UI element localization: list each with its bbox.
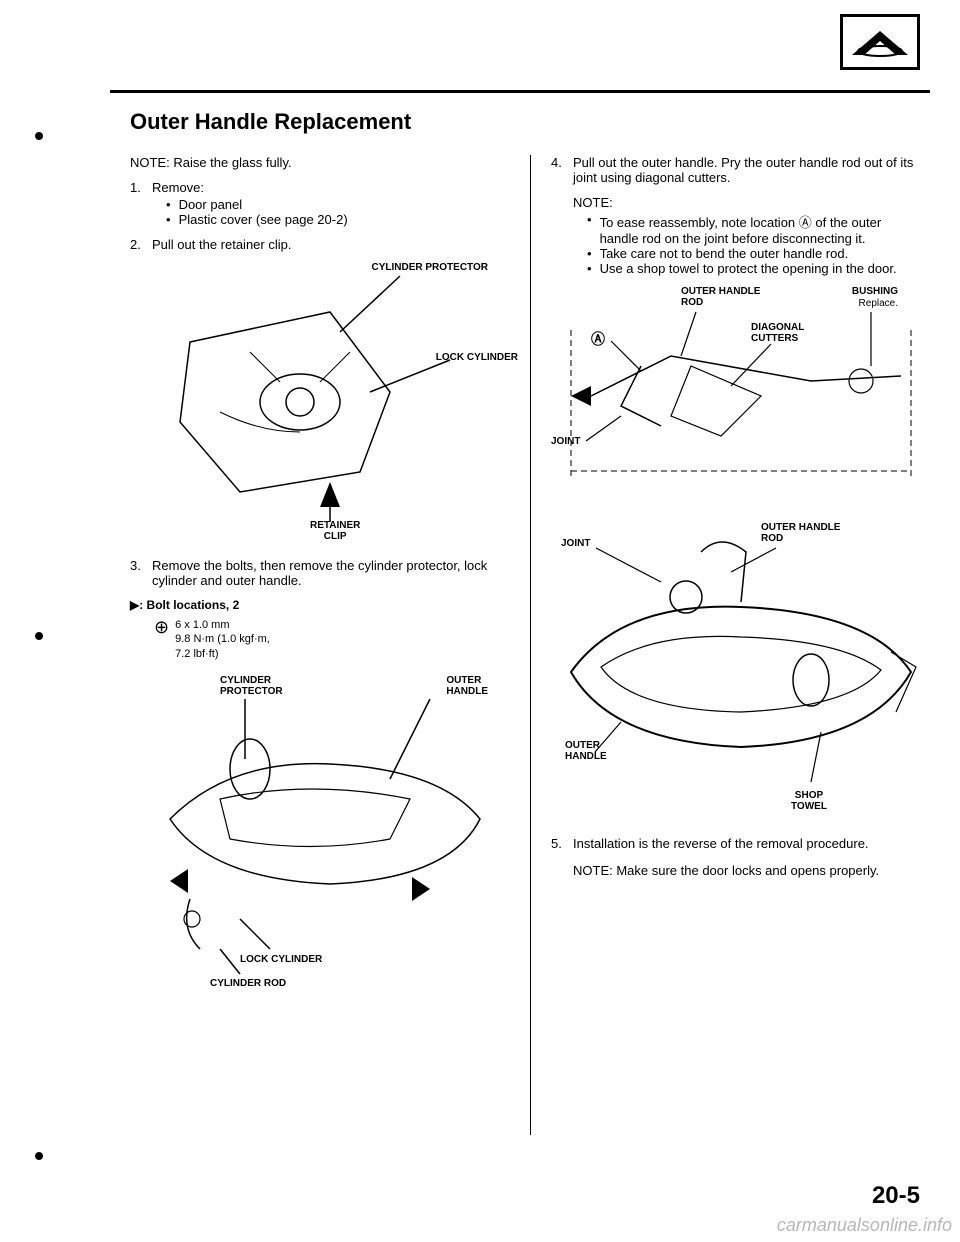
step-1-text: Remove: [152,180,204,195]
figure-1: CYLINDER PROTECTOR LOCK CYLINDER RETAINE… [130,262,518,542]
step-3: 3. Remove the bolts, then remove the cyl… [130,558,518,588]
header-rule [110,90,930,93]
step-5: 5. Installation is the reverse of the re… [551,836,918,878]
step-4-text: Pull out the outer handle. Pry the outer… [573,155,918,185]
fig3-marker-a: Ⓐ [591,332,605,347]
bolt-torque: 9.8 N·m (1.0 kgf·m, [175,632,270,646]
fig1-label-lockcyl: LOCK CYLINDER [436,352,518,363]
step-3-num: 3. [130,558,152,588]
page-title: Outer Handle Replacement [130,109,930,135]
step-4-bullet-2: Use a shop towel to protect the opening … [587,261,918,276]
fig4-label-joint: JOINT [561,538,590,549]
watermark: carmanualsonline.info [777,1215,952,1236]
fig4-label-handlerod: OUTER HANDLE ROD [761,522,840,544]
step-5-num: 5. [551,836,573,878]
binding-mark-top: • [24,120,54,152]
step-5-note: NOTE: Make sure the door locks and opens… [573,863,918,878]
fig4-label-shoptowel: SHOP TOWEL [791,790,827,812]
fig3-label-replace: Replace. [859,298,898,309]
fig3-label-joint: JOINT [551,436,580,447]
fig3-label-handlerod: OUTER HANDLE ROD [681,286,760,308]
fig2-label-cylprot: CYLINDER PROTECTOR [220,675,283,697]
right-column: 4. Pull out the outer handle. Pry the ou… [530,155,930,1135]
figure-2: CYLINDER PROTECTOR OUTER HANDLE LOCK CYL… [130,669,518,989]
binding-mark-mid: • [24,620,54,652]
fig2-label-outerhandle: OUTER HANDLE [446,675,488,697]
step-1: 1. Remove: Door panel Plastic cover (see… [130,180,518,227]
fig2-label-cylrod: CYLINDER ROD [210,978,286,989]
step-3-text: Remove the bolts, then remove the cylind… [152,558,518,588]
fig4-label-outerhandle: OUTER HANDLE [565,740,607,762]
step-4-note-label: NOTE: [573,195,918,210]
step-4: 4. Pull out the outer handle. Pry the ou… [551,155,918,276]
left-column: NOTE: Raise the glass fully. 1. Remove: … [130,155,530,1135]
step-4-num: 4. [551,155,573,276]
step-4-bullet-0: To ease reassembly, note location Ⓐ of t… [587,212,918,246]
fig1-svg [130,262,490,542]
fig3-svg [551,286,931,496]
fig3-label-bushing: BUSHING [852,286,898,297]
fig4-svg [551,512,931,812]
fig3-label-cutters: DIAGONAL CUTTERS [751,322,804,344]
bolt-spec: ⊕ 6 x 1.0 mm 9.8 N·m (1.0 kgf·m, 7.2 lbf… [154,618,518,661]
top-note: NOTE: Raise the glass fully. [130,155,518,170]
brand-logo [840,14,920,70]
bolt-locations-note: ▶: Bolt locations, 2 [130,598,518,612]
page-number: 20-5 [872,1182,920,1210]
step-1-num: 1. [130,180,152,227]
step-1-bullet-0: Door panel [166,197,518,212]
step-2-num: 2. [130,237,152,252]
step-2: 2. Pull out the retainer clip. [130,237,518,252]
figure-4: JOINT OUTER HANDLE ROD OUTER HANDLE SHOP… [551,512,918,812]
step-1-bullet-1: Plastic cover (see page 20-2) [166,212,518,227]
binding-mark-bot: • [24,1140,54,1172]
step-2-text: Pull out the retainer clip. [152,237,518,252]
bolt-torque2: 7.2 lbf·ft) [175,647,270,661]
fig1-label-retclip: RETAINER CLIP [310,520,360,542]
bolt-size: 6 x 1.0 mm [175,618,270,632]
step-5-text: Installation is the reverse of the remov… [573,836,918,851]
figure-3: OUTER HANDLE ROD BUSHING Replace. DIAGON… [551,286,918,496]
step-4-bullet-1: Take care not to bend the outer handle r… [587,246,918,261]
fig2-svg [130,669,510,989]
bolt-icon: ⊕ [154,618,169,636]
fig1-label-cylprot: CYLINDER PROTECTOR [372,262,489,273]
fig2-label-lockcyl: LOCK CYLINDER [240,954,322,965]
